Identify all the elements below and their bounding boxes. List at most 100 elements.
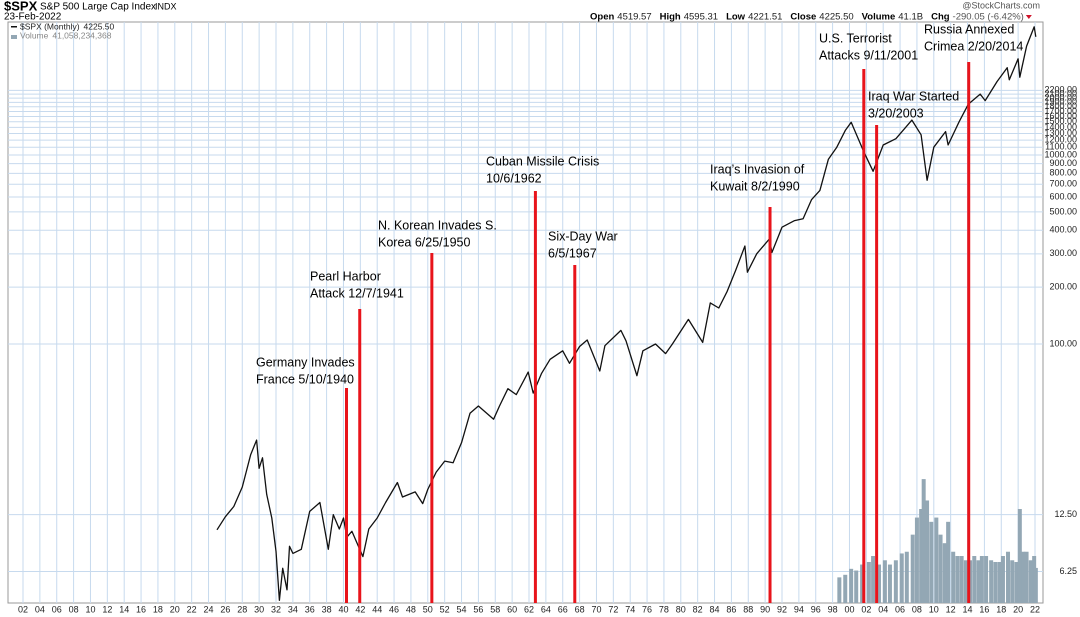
- volume-bar: [876, 564, 881, 603]
- x-tick-label: 30: [254, 604, 264, 614]
- volume-bar: [921, 479, 926, 603]
- stat-value: 4221.51: [748, 12, 782, 23]
- stat-value: 4225.50: [819, 12, 853, 23]
- volume-bar: [984, 556, 989, 603]
- y-tick-label: 1400.00: [1044, 122, 1077, 132]
- y-tick-label: 1700.00: [1044, 106, 1077, 116]
- x-tick-label: 88: [743, 604, 753, 614]
- x-tick-label: 06: [52, 604, 62, 614]
- event-label: U.S. Terrorist: [819, 31, 892, 45]
- legend: $SPX (Monthly) 4225.50 Volume 41,058,234,36…: [11, 21, 115, 40]
- x-tick-label: 12: [946, 604, 956, 614]
- x-tick-label: 60: [507, 604, 517, 614]
- y-tick-label: 1200.00: [1044, 134, 1077, 144]
- y-tick-label: 900.00: [1049, 158, 1077, 168]
- volume-bar: [972, 556, 977, 603]
- x-tick-label: 32: [271, 604, 281, 614]
- volume-bar: [942, 543, 947, 603]
- x-tick-label: 94: [794, 604, 804, 614]
- y-tick-label: 400.00: [1049, 225, 1077, 235]
- x-tick-label: 08: [69, 604, 79, 614]
- volume-bar: [871, 556, 876, 603]
- x-tick-label: 02: [18, 604, 28, 614]
- volume-bar: [1017, 509, 1022, 603]
- x-tick-label: 22: [187, 604, 197, 614]
- stat-label: Open: [590, 12, 614, 23]
- volume-bar: [893, 560, 898, 603]
- y-tick-label: 2000.00: [1044, 93, 1077, 103]
- x-tick-label: 74: [625, 604, 635, 614]
- volume-bar: [925, 500, 930, 603]
- volume-bar: [1028, 560, 1033, 603]
- x-tick-label: 76: [642, 604, 652, 614]
- x-tick-label: 68: [575, 604, 585, 614]
- grid: 02 04 06 08 10 12 14 16 18 20 22 24 26 28 30 32 34 36 38 40…: [8, 22, 1077, 614]
- x-tick-label: 58: [490, 604, 500, 614]
- stats: Open 4519.57 High 4595.31 Low 4221.51 Close 422…: [590, 12, 1032, 23]
- y-tick-label: 100.00: [1049, 338, 1077, 348]
- volume-bar: [976, 560, 981, 603]
- x-tick-label: 22: [1030, 604, 1040, 614]
- volume-bar: [1010, 560, 1015, 603]
- event-label: Six-Day War: [548, 229, 618, 243]
- x-tick-label: 46: [389, 604, 399, 614]
- volume-bar: [1024, 551, 1029, 603]
- volume-bar: [929, 521, 934, 603]
- exchange: INDX: [155, 1, 177, 11]
- x-tick-label: 24: [204, 604, 214, 614]
- y-tick-label: 2200.00: [1044, 85, 1077, 95]
- x-tick-label: 50: [423, 604, 433, 614]
- legend-value: 41,058,234,368: [52, 30, 111, 40]
- x-tick-label: 10: [929, 604, 939, 614]
- y-tick-label: 700.00: [1049, 179, 1077, 189]
- legend-name: $SPX (Monthly): [20, 21, 80, 31]
- x-tick-label: 04: [878, 604, 888, 614]
- x-tick-label: 36: [305, 604, 315, 614]
- x-tick-label: 62: [524, 604, 534, 614]
- volume-bar: [946, 521, 951, 603]
- x-tick-label: 16: [136, 604, 146, 614]
- stat-label: Chg: [931, 12, 950, 23]
- x-tick-label: 98: [828, 604, 838, 614]
- volume-bar: [899, 553, 904, 603]
- y-tick-label: 500.00: [1049, 206, 1077, 216]
- event-label: France 5/10/1940: [256, 372, 354, 386]
- event-label: Kuwait 8/2/1990: [710, 179, 800, 193]
- event-label: Cuban Missile Crisis: [486, 154, 599, 168]
- marks: Germany Invades France 5/10/1940 Pearl Har…: [216, 22, 1038, 603]
- volume-bar: [959, 556, 964, 603]
- volume-bar: [1000, 556, 1005, 603]
- x-tick-label: 08: [912, 604, 922, 614]
- volume-bar: [979, 556, 984, 603]
- volume-bar: [1021, 551, 1026, 603]
- x-tick-label: 00: [844, 604, 854, 614]
- x-tick-label: 82: [693, 604, 703, 614]
- x-tick-label: 04: [35, 604, 45, 614]
- event-label: 3/20/2003: [868, 106, 924, 120]
- legend-name: Volume: [20, 30, 49, 40]
- volume-bar: [910, 534, 915, 603]
- event-label: Crimea 2/20/2014: [924, 39, 1023, 53]
- x-tick-label: 48: [406, 604, 416, 614]
- event-label: Iraq War Started: [868, 89, 959, 103]
- stat-label: Close: [790, 12, 816, 23]
- y-tick-label: 200.00: [1049, 281, 1077, 291]
- x-tick-label: 10: [85, 604, 95, 614]
- x-tick-label: 34: [288, 604, 298, 614]
- y-tick-label: 1600.00: [1044, 111, 1077, 121]
- brand: @StockCharts.com: [962, 0, 1040, 10]
- x-tick-label: 66: [558, 604, 568, 614]
- y-tick-label: 12.50: [1054, 509, 1077, 519]
- y-tick-label: 2100.00: [1044, 89, 1077, 99]
- down-arrow: [1025, 15, 1032, 19]
- event-label: Pearl Harbor: [310, 269, 381, 283]
- legend-swatch: [11, 26, 17, 28]
- volume-bar: [997, 561, 1002, 603]
- legend-value: 4225.50: [84, 21, 115, 31]
- legend-swatch: [11, 35, 17, 39]
- volume-bar: [887, 564, 892, 603]
- volume-bar: [837, 577, 842, 603]
- date: 23-Feb-2022: [4, 12, 62, 23]
- volume-bar: [955, 556, 960, 603]
